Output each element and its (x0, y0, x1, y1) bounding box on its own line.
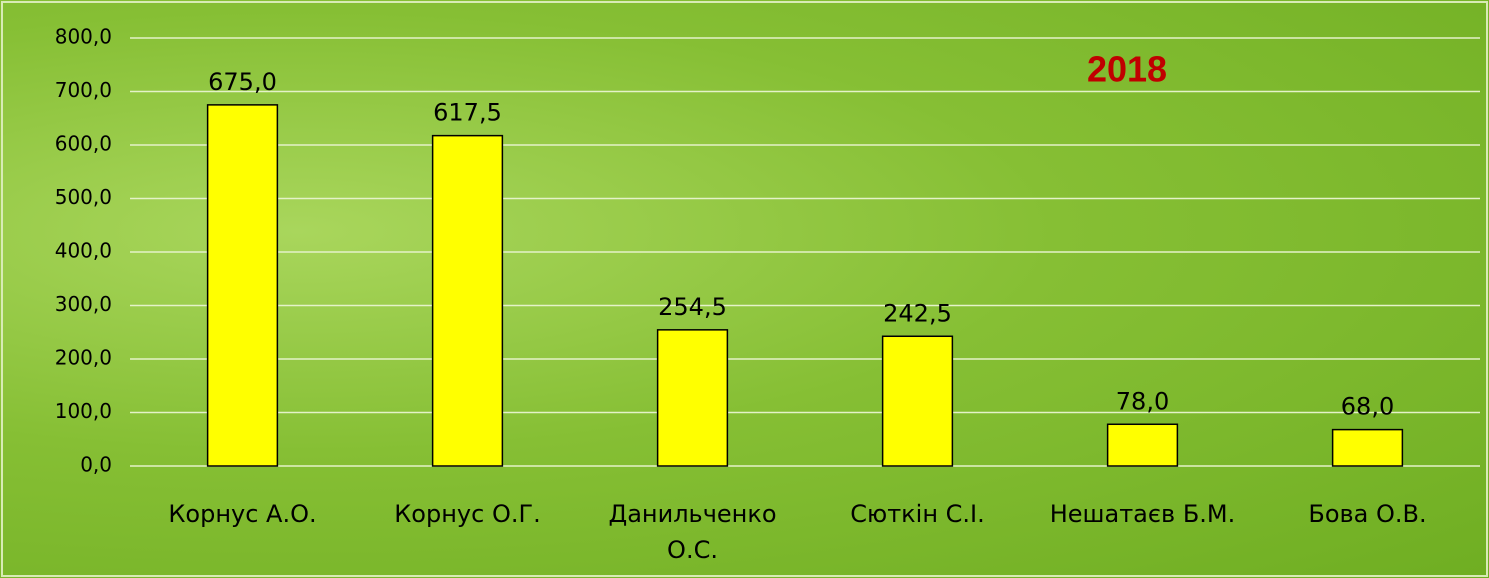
bar (431, 134, 504, 467)
data-label: 617,5 (433, 99, 502, 127)
x-tick-label: Данильченко О.С. (608, 500, 777, 564)
data-label: 78,0 (1116, 387, 1169, 415)
x-tick-label: Нешатаєв Б.М. (1049, 500, 1236, 528)
bar (656, 329, 729, 467)
x-tick-label: Бова О.В. (1308, 500, 1427, 528)
y-tick-label: 700,0 (55, 78, 112, 102)
bar (1331, 428, 1404, 467)
y-tick-label: 300,0 (55, 292, 112, 316)
chart-title: 2018 (1087, 49, 1167, 90)
x-tick-label: Сюткін С.І. (850, 500, 985, 528)
y-tick-label: 500,0 (55, 185, 112, 209)
y-tick-label: 200,0 (55, 346, 112, 370)
data-label: 675,0 (208, 68, 277, 96)
x-tick-label: Корнус О.Г. (394, 500, 541, 528)
y-tick-label: 800,0 (55, 25, 112, 49)
y-tick-label: 400,0 (55, 239, 112, 263)
bar (881, 335, 954, 467)
data-label: 242,5 (883, 299, 952, 327)
data-label: 254,5 (658, 293, 727, 321)
y-tick-label: 600,0 (55, 132, 112, 156)
bar (206, 104, 279, 467)
y-tick-label: 0,0 (80, 453, 112, 477)
x-tick-label: Корнус А.О. (168, 500, 317, 528)
y-tick-label: 100,0 (55, 399, 112, 423)
data-label: 68,0 (1341, 393, 1394, 421)
bar (1106, 423, 1179, 467)
